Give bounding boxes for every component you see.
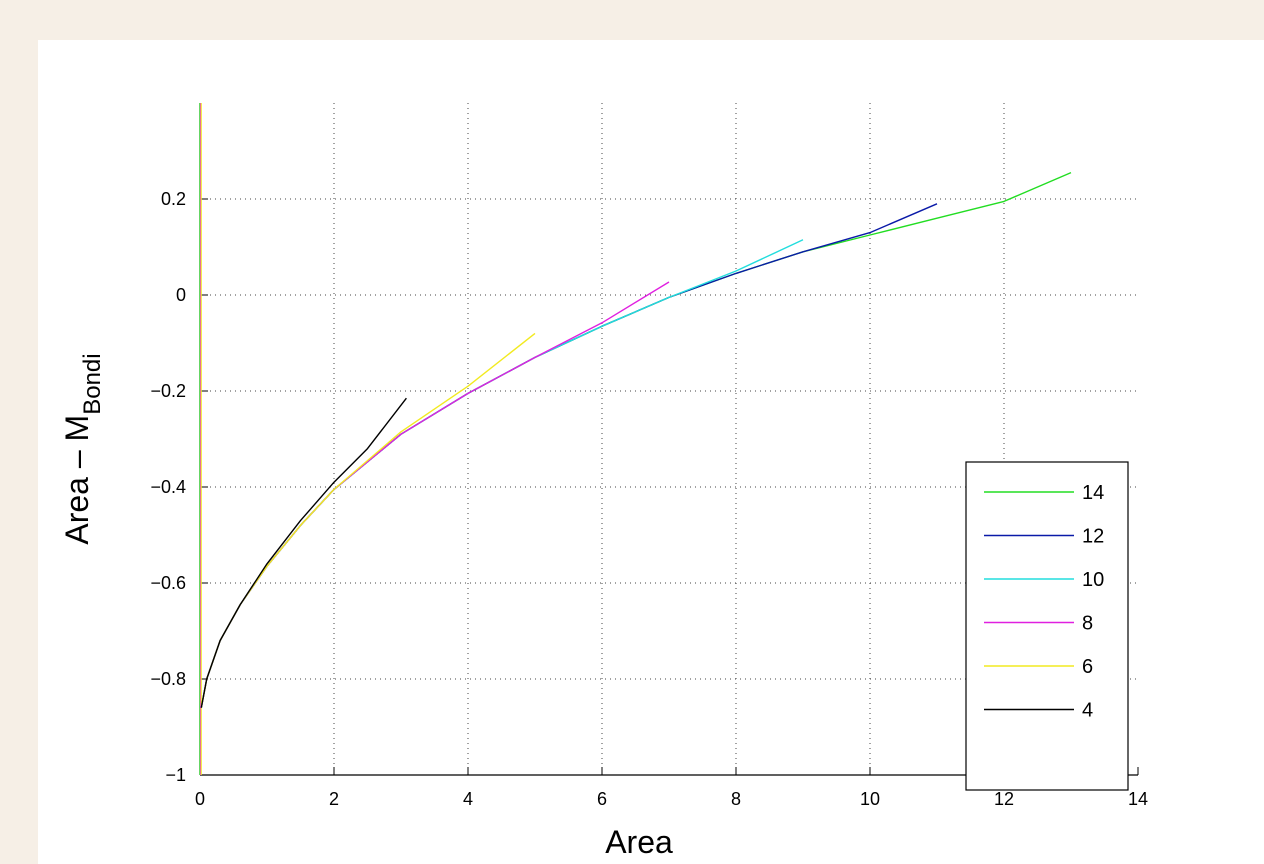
y-axis-title-main: Area – M [59,415,95,545]
x-tick-label: 10 [860,789,880,809]
x-tick-label: 6 [597,789,607,809]
x-tick-label: 12 [994,789,1014,809]
chart-paper: 0 2 4 6 8 10 12 14 −1 −0.8 −0.6 −0.4 −0.2 0 0.2 Area Are… [38,40,1264,864]
series-line-4 [200,397,407,708]
legend-entry-label: 12 [1082,526,1104,548]
x-axis-title: Area [605,824,673,860]
series-line-12 [200,203,938,708]
y-tick-label: −0.6 [150,573,186,593]
line-chart: 0 2 4 6 8 10 12 14 −1 −0.8 −0.6 −0.4 −0.2 0 0.2 Area Are… [59,103,1148,860]
y-tick-label: −1 [165,765,186,785]
series-line-14 [200,171,1072,708]
x-tick-label: 8 [731,789,741,809]
series-line-10 [200,239,804,708]
legend: 14 12 10 8 6 4 [965,461,1129,791]
legend-entry-label: 6 [1082,656,1093,678]
legend-entry-label: 8 [1082,613,1093,635]
y-tick-label: −0.4 [150,477,186,497]
y-tick-label: −0.8 [150,669,186,689]
x-tick-label: 0 [195,789,205,809]
x-tick-label: 14 [1128,789,1148,809]
series-line-6 [200,332,536,708]
x-tick-label: 4 [463,789,473,809]
legend-entry-label: 10 [1082,569,1104,591]
legend-entry-label: 14 [1082,482,1104,504]
x-tick-label: 2 [329,789,339,809]
y-axis-title-subscript: Bondi [79,353,106,414]
y-axis-title: Area – MBondi [59,353,106,544]
y-tick-label: −0.2 [150,381,186,401]
legend-box [965,461,1129,791]
legend-entry-label: 4 [1082,700,1093,722]
series-line-8 [200,281,670,708]
y-tick-label: 0 [176,285,186,305]
y-tick-label: 0.2 [161,189,186,209]
